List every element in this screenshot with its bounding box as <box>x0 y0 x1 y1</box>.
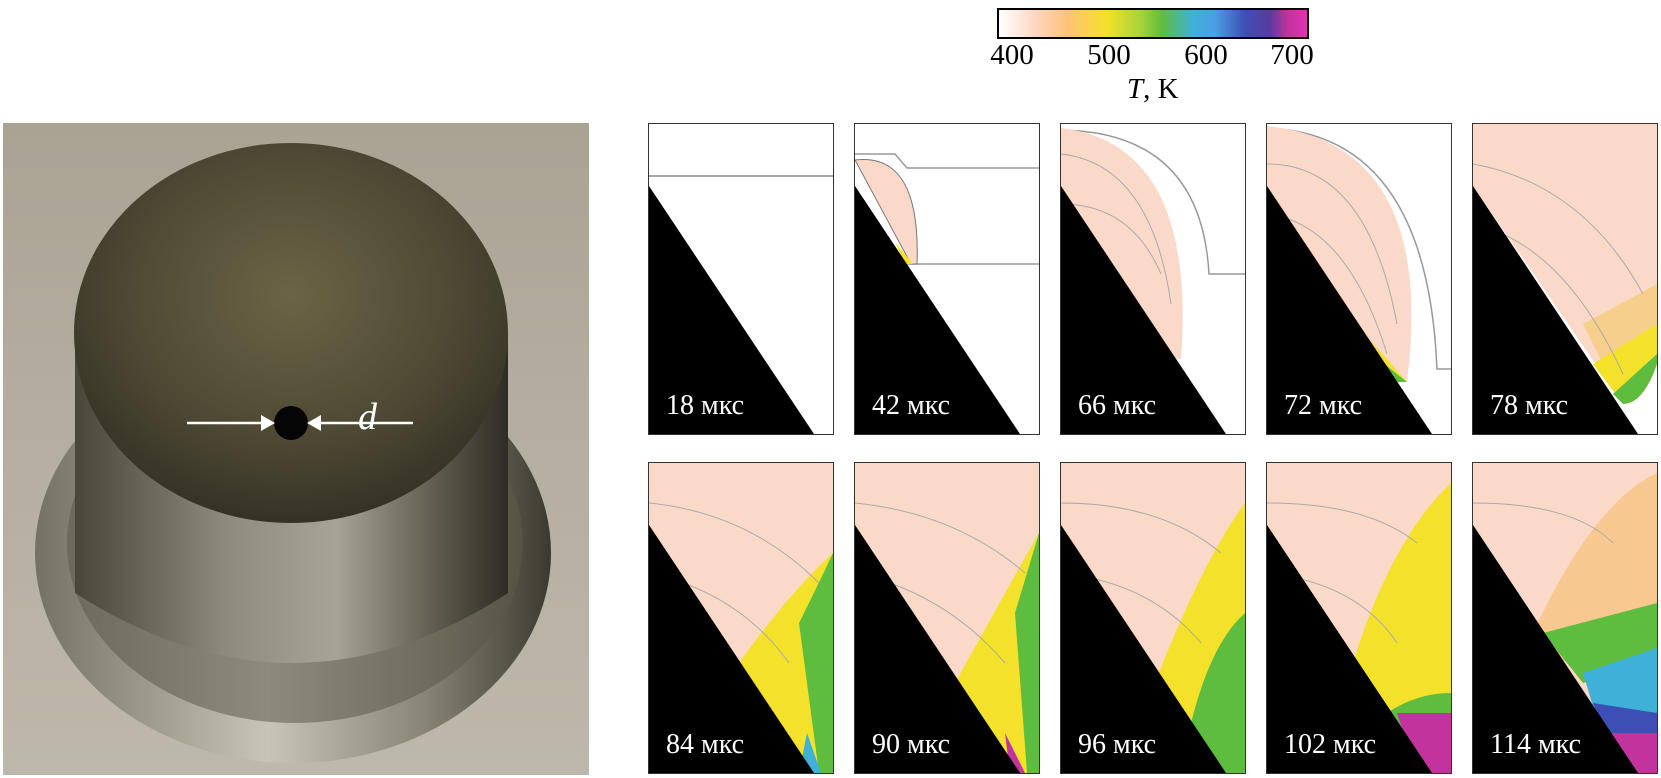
colorbar: 400 500 600 700 T, K <box>985 6 1315 106</box>
panel-84: 84 мкс <box>648 462 834 774</box>
panel-96: 96 мкс <box>1060 462 1246 774</box>
panel-78: 78 мкс <box>1472 123 1658 435</box>
panel-time-label: 72 мкс <box>1284 390 1363 421</box>
panel-18: 18 мкс <box>648 123 834 435</box>
panel-time-label: 84 мкс <box>666 729 745 760</box>
orifice-hole <box>274 406 308 440</box>
colorbar-label: T, K <box>1127 73 1179 106</box>
specimen-photo: d <box>3 123 589 775</box>
panel-72: 72 мкс <box>1266 123 1452 435</box>
colorbar-tick: 500 <box>1087 39 1131 71</box>
diameter-label: d <box>358 396 377 438</box>
colorbar-gradient <box>997 8 1309 39</box>
colorbar-tick: 400 <box>990 39 1034 71</box>
panel-time-label: 18 мкс <box>666 390 745 421</box>
panel-114: 114 мкс <box>1472 462 1658 774</box>
colorbar-tick: 600 <box>1184 39 1228 71</box>
colorbar-tick: 700 <box>1270 39 1314 71</box>
panel-time-label: 78 мкс <box>1490 390 1569 421</box>
panel-time-label: 114 мкс <box>1490 729 1582 760</box>
panel-102: 102 мкс <box>1266 462 1452 774</box>
colorbar-label-unit: , K <box>1143 73 1179 105</box>
panel-90: 90 мкс <box>854 462 1040 774</box>
panel-time-label: 42 мкс <box>872 390 951 421</box>
panel-time-label: 66 мкс <box>1078 390 1157 421</box>
panel-66: 66 мкс <box>1060 123 1246 435</box>
panel-time-label: 102 мкс <box>1284 729 1377 760</box>
cylinder-top-shape <box>74 143 508 523</box>
panel-time-label: 96 мкс <box>1078 729 1157 760</box>
panel-42: 42 мкс <box>854 123 1040 435</box>
panel-time-label: 90 мкс <box>872 729 951 760</box>
colorbar-label-symbol: T <box>1127 73 1144 105</box>
